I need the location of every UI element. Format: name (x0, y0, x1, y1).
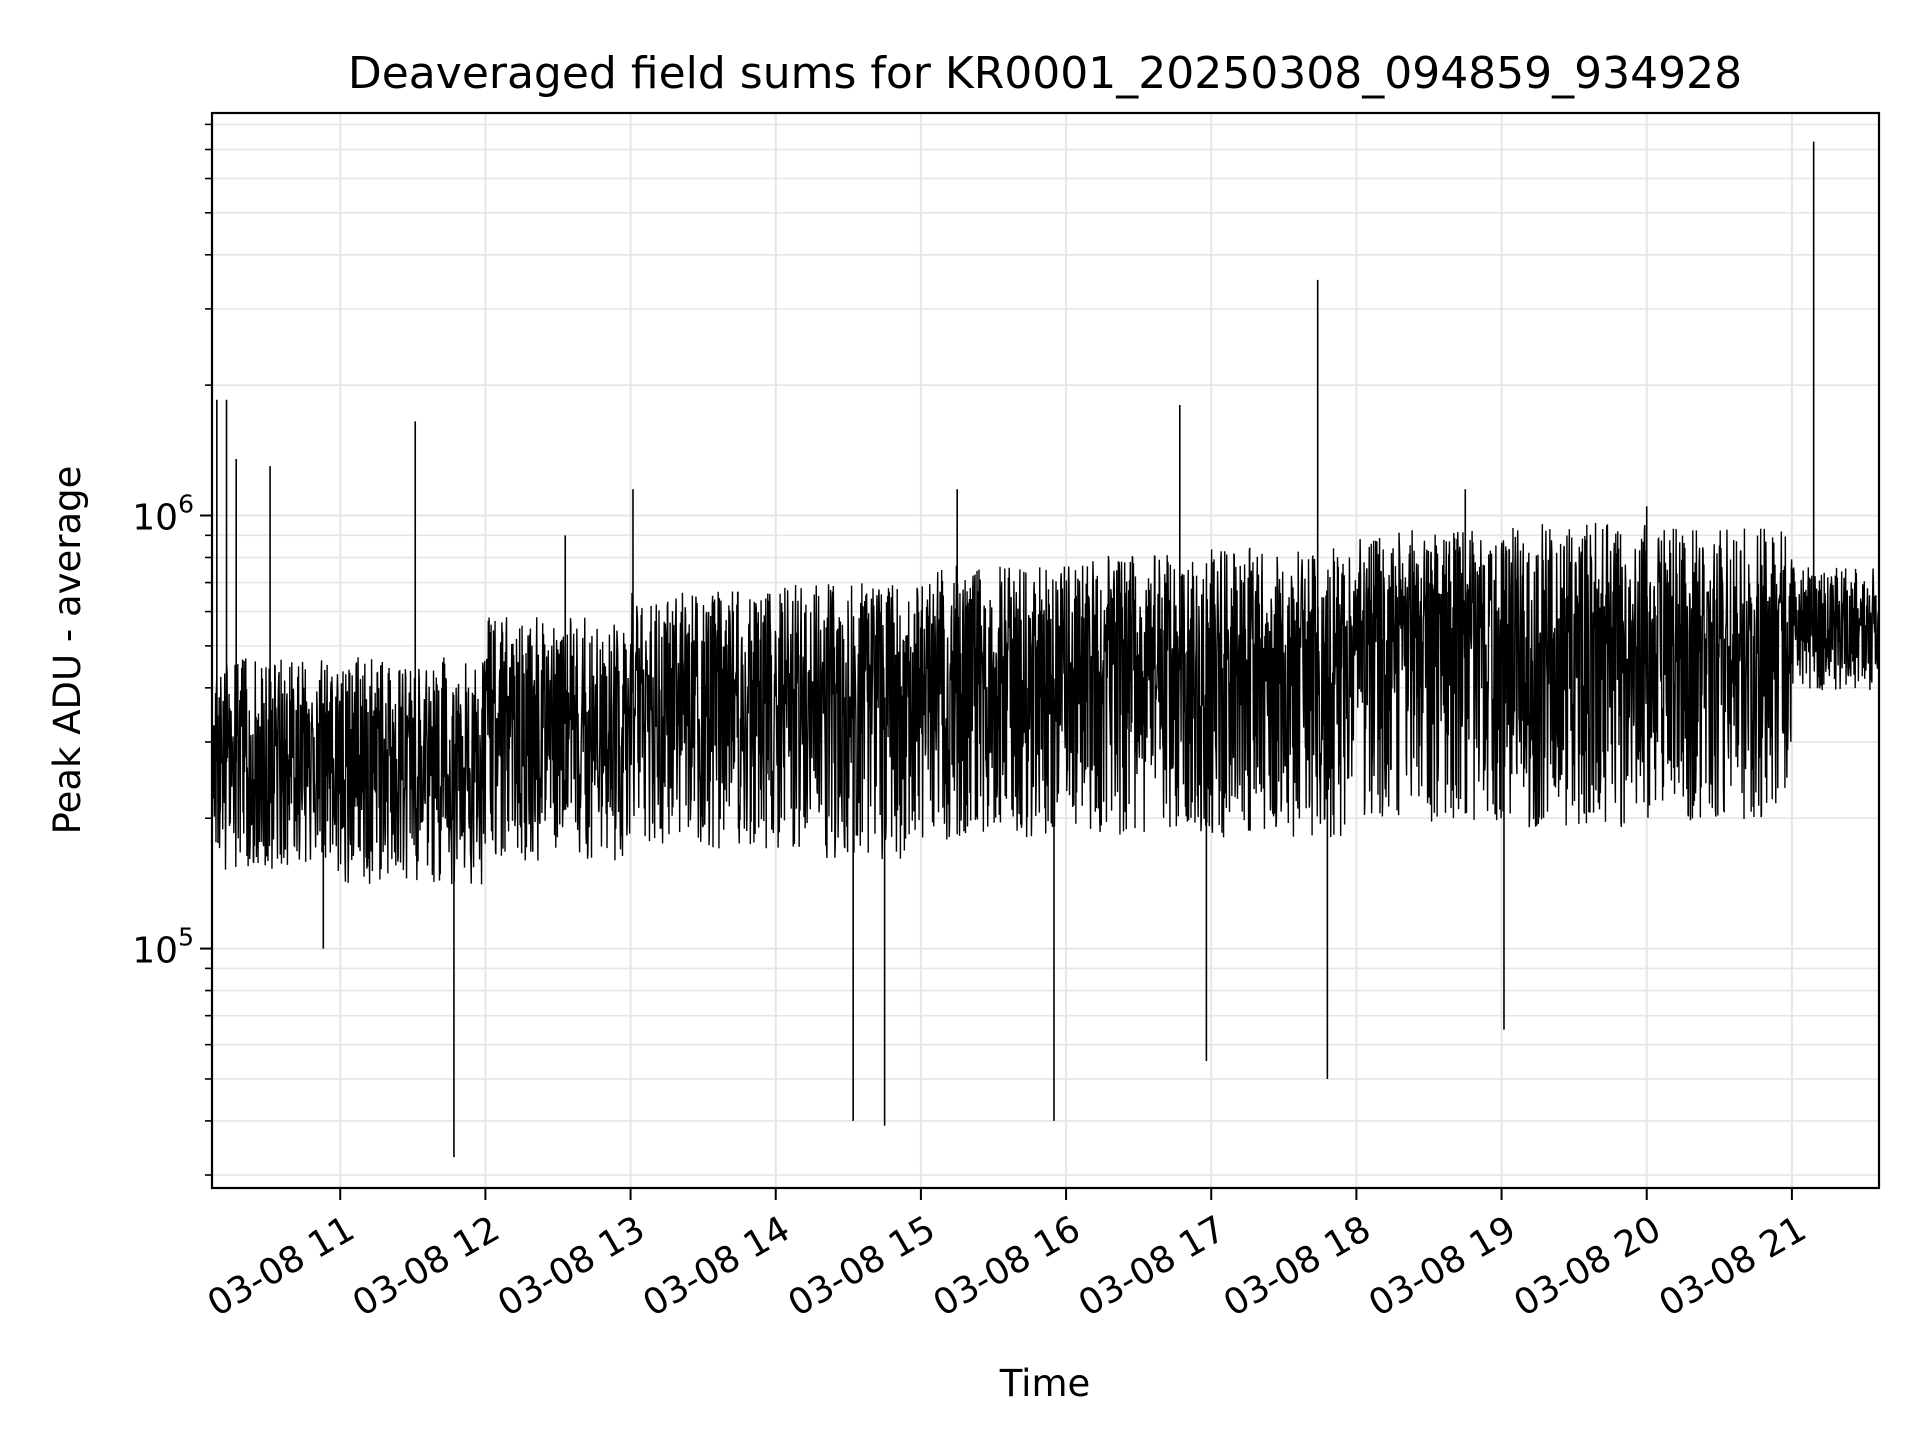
x-axis-label: Time (999, 1362, 1091, 1405)
y-axis: 105 106 (132, 123, 212, 1176)
peak-spikes (216, 141, 1815, 1158)
chart-title: Deaveraged field sums for KR0001_2025030… (348, 48, 1742, 99)
plot-frame (210, 111, 1881, 1190)
y-tick-label: 105 (132, 923, 194, 972)
y-axis-label: Peak ADU - average (46, 466, 89, 835)
y-tick-label: 106 (132, 490, 194, 539)
plot-area (212, 141, 1879, 1158)
series-line (212, 523, 1879, 885)
